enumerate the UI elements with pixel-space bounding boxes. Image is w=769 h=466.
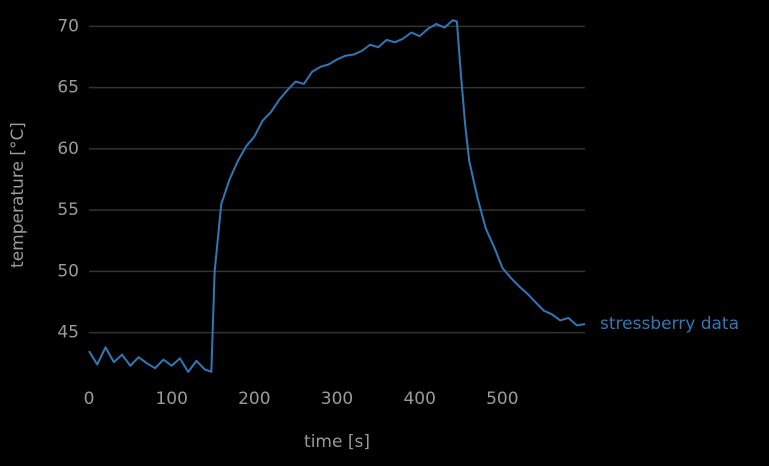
x-tick-label: 500 — [486, 389, 518, 409]
data-line — [88, 19, 586, 373]
y-tick-label: 65 — [57, 78, 79, 98]
y-axis-label: temperature [°C] — [8, 122, 28, 268]
x-tick-label: 100 — [155, 389, 187, 409]
y-tick-label: 60 — [57, 139, 79, 159]
y-tick-label: 55 — [57, 200, 79, 220]
x-tick-label: 200 — [238, 389, 270, 409]
x-tick-label: 300 — [321, 389, 353, 409]
x-tick-label: 0 — [84, 389, 95, 409]
y-tick-label: 50 — [57, 261, 79, 281]
series-label: stressberry data — [600, 314, 739, 334]
y-tick-label: 70 — [57, 16, 79, 36]
y-tick-label: 45 — [57, 323, 79, 343]
x-axis-label: time [s] — [304, 432, 370, 452]
x-tick-label: 400 — [403, 389, 435, 409]
